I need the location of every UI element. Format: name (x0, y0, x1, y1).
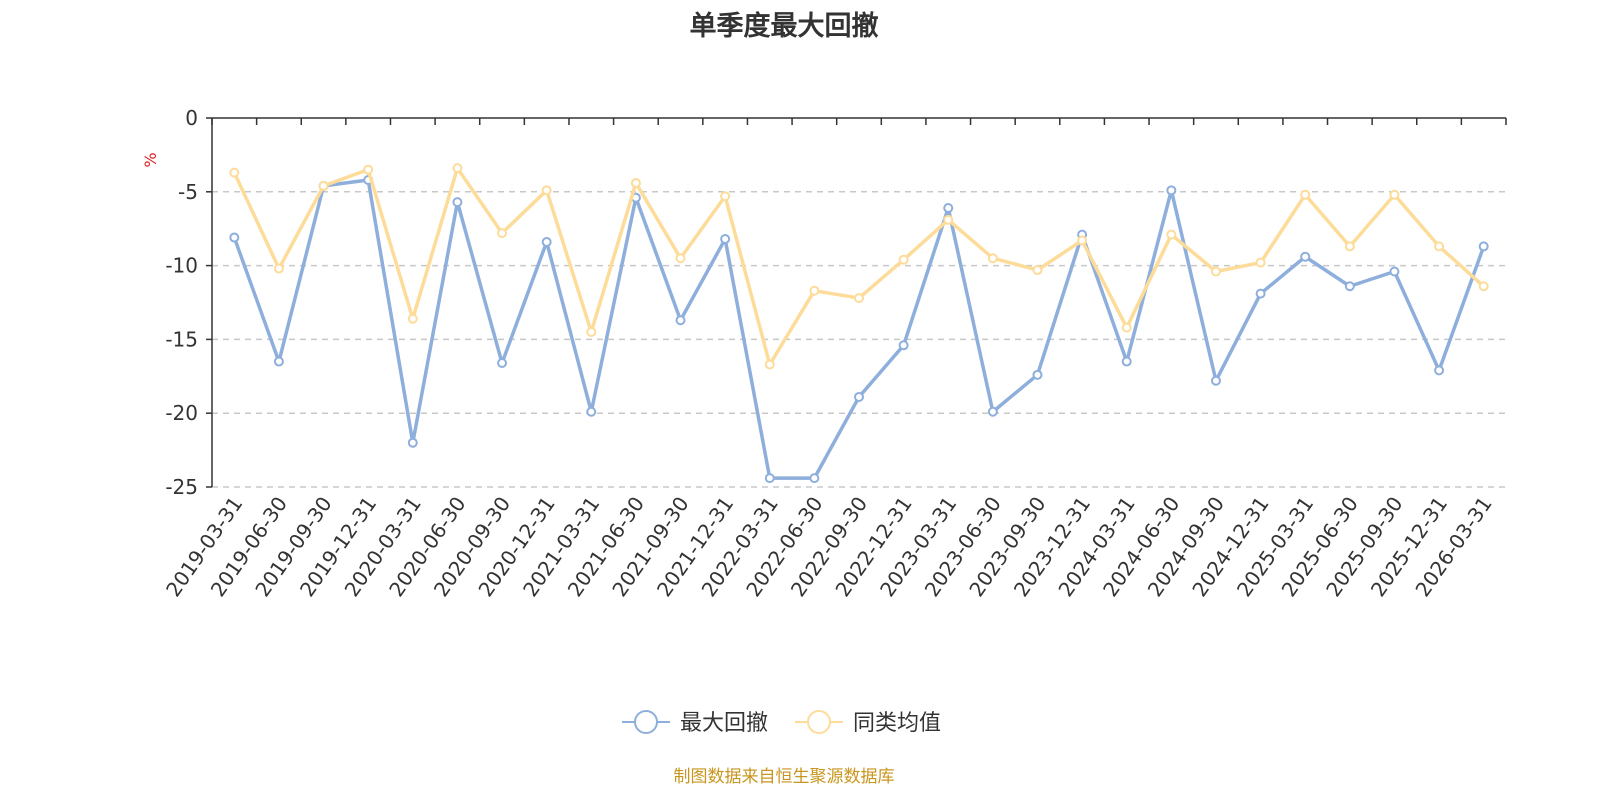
data-point[interactable] (273, 263, 284, 274)
data-point[interactable] (764, 473, 775, 484)
legend-marker (634, 710, 658, 734)
series-line (232, 178, 1486, 480)
data-point[interactable] (452, 197, 463, 208)
data-point[interactable] (1389, 189, 1400, 200)
data-point[interactable] (943, 214, 954, 225)
y-tick-label: -20 (165, 401, 198, 425)
data-point[interactable] (1255, 288, 1266, 299)
data-point[interactable] (1478, 241, 1489, 252)
y-tick-label: 0 (185, 106, 198, 130)
data-point[interactable] (675, 253, 686, 264)
data-point[interactable] (1478, 281, 1489, 292)
data-point[interactable] (1434, 365, 1445, 376)
data-point[interactable] (809, 285, 820, 296)
data-point[interactable] (586, 327, 597, 338)
legend: 最大回撤 同类均值 (622, 710, 941, 736)
grid-lines (212, 191, 1506, 488)
data-point[interactable] (586, 406, 597, 417)
data-point[interactable] (541, 185, 552, 196)
data-point[interactable] (720, 234, 731, 245)
data-point[interactable] (764, 359, 775, 370)
legend-label: 最大回撤 (680, 711, 768, 736)
y-axis-unit-label: % (141, 152, 160, 167)
data-point[interactable] (1389, 266, 1400, 277)
data-point[interactable] (497, 228, 508, 239)
y-tick-label: -25 (165, 475, 198, 499)
source-note: 制图数据来自恒生聚源数据库 (673, 767, 895, 787)
data-point[interactable] (898, 340, 909, 351)
y-tick-label: -5 (178, 180, 198, 204)
legend-marker (807, 710, 831, 734)
data-point[interactable] (943, 203, 954, 214)
data-point[interactable] (987, 253, 998, 264)
data-point[interactable] (1344, 241, 1355, 252)
data-point[interactable] (898, 254, 909, 265)
data-point[interactable] (720, 191, 731, 202)
data-point[interactable] (273, 356, 284, 367)
data-point[interactable] (987, 406, 998, 417)
data-point[interactable] (407, 313, 418, 324)
chart-title: 单季度最大回撤 (689, 11, 879, 42)
data-point[interactable] (1344, 281, 1355, 292)
data-point[interactable] (1032, 265, 1043, 276)
legend-item-2[interactable]: 同类均值 (795, 710, 941, 736)
data-point[interactable] (1434, 241, 1445, 252)
series-2 (229, 163, 1489, 370)
data-point[interactable] (1032, 369, 1043, 380)
y-tick-label: -15 (165, 327, 198, 351)
series-1 (229, 174, 1489, 484)
data-point[interactable] (1210, 266, 1221, 277)
data-point[interactable] (1121, 322, 1132, 333)
data-point[interactable] (497, 358, 508, 369)
data-point[interactable] (452, 163, 463, 174)
data-point[interactable] (1166, 229, 1177, 240)
data-point[interactable] (1210, 375, 1221, 386)
data-point[interactable] (675, 315, 686, 326)
y-tick-label: -10 (165, 254, 198, 278)
data-point[interactable] (1255, 257, 1266, 268)
data-point[interactable] (363, 164, 374, 175)
legend-item-1[interactable]: 最大回撤 (622, 710, 768, 736)
data-point[interactable] (854, 293, 864, 304)
data-point[interactable] (229, 232, 240, 243)
data-point[interactable] (854, 391, 864, 402)
data-point[interactable] (1300, 251, 1311, 262)
series-layer (229, 163, 1489, 484)
data-point[interactable] (630, 177, 641, 188)
data-point[interactable] (1166, 185, 1177, 196)
data-point[interactable] (1121, 356, 1132, 367)
data-point[interactable] (541, 236, 552, 247)
data-point[interactable] (407, 437, 418, 448)
data-point[interactable] (318, 180, 329, 191)
data-point[interactable] (809, 473, 820, 484)
data-point[interactable] (1300, 189, 1311, 200)
data-point[interactable] (229, 167, 240, 178)
legend-label: 同类均值 (853, 711, 941, 736)
data-point[interactable] (1077, 235, 1088, 246)
